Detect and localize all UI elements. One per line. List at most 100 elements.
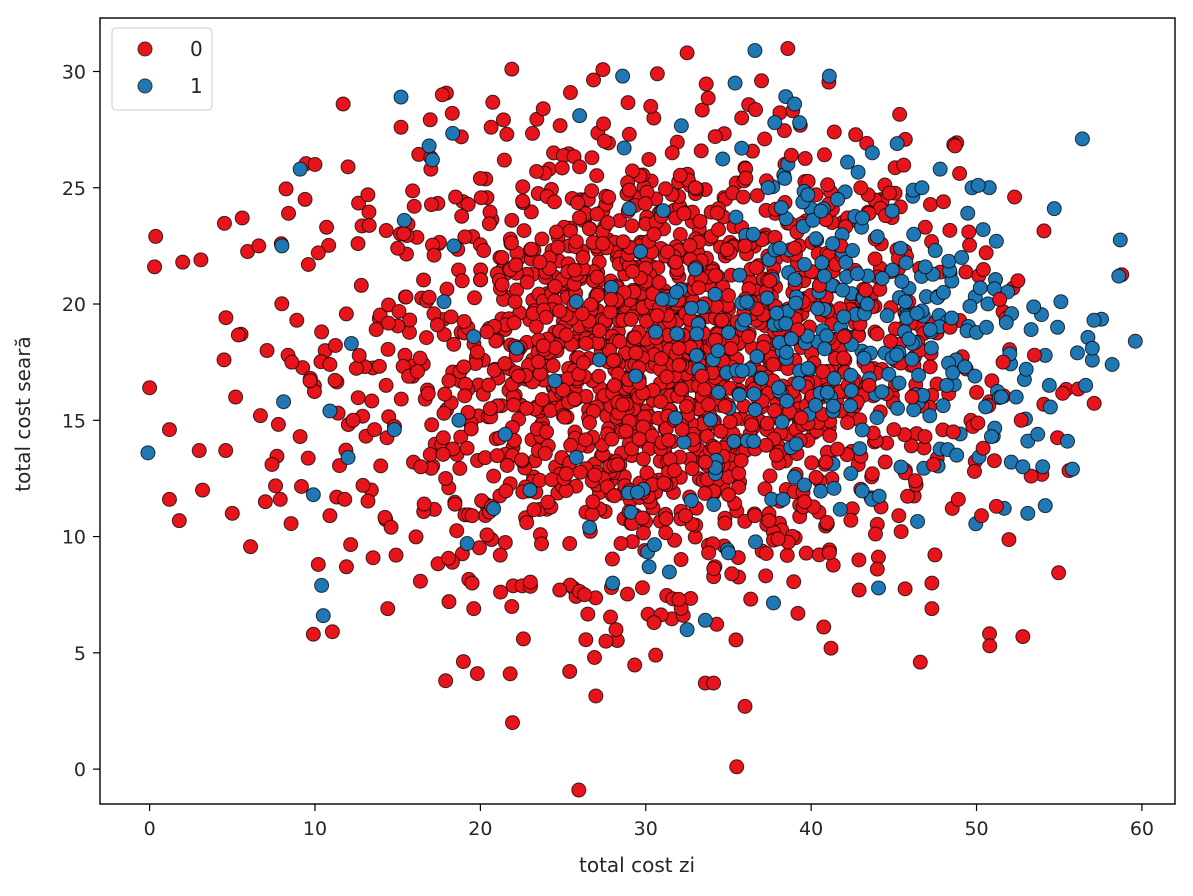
scatter-point-series-0 xyxy=(530,354,546,370)
scatter-point-series-1 xyxy=(745,226,761,242)
scatter-point-series-0 xyxy=(757,131,773,147)
scatter-point-series-1 xyxy=(838,254,854,270)
scatter-point-series-1 xyxy=(771,380,787,396)
scatter-point-series-1 xyxy=(140,445,156,461)
scatter-point-series-0 xyxy=(381,315,397,331)
scatter-point-series-1 xyxy=(817,341,833,357)
scatter-point-series-0 xyxy=(498,483,514,499)
scatter-point-series-0 xyxy=(624,218,640,234)
scatter-point-series-0 xyxy=(435,430,451,446)
scatter-point-series-1 xyxy=(787,469,803,485)
scatter-point-series-0 xyxy=(986,453,1002,469)
scatter-point-series-1 xyxy=(889,347,905,363)
scatter-point-series-0 xyxy=(524,125,540,141)
scatter-point-series-0 xyxy=(195,482,211,498)
scatter-point-series-0 xyxy=(600,215,616,231)
scatter-point-series-0 xyxy=(264,456,280,472)
scatter-point-series-0 xyxy=(558,327,574,343)
scatter-point-series-1 xyxy=(967,368,983,384)
scatter-point-series-0 xyxy=(585,494,601,510)
scatter-point-series-0 xyxy=(452,460,468,476)
scatter-point-series-0 xyxy=(268,478,284,494)
scatter-point-series-0 xyxy=(473,190,489,206)
scatter-point-series-0 xyxy=(572,464,588,480)
scatter-point-series-0 xyxy=(657,181,673,197)
scatter-point-series-0 xyxy=(373,458,389,474)
scatter-point-series-0 xyxy=(340,159,356,175)
scatter-point-series-0 xyxy=(504,212,520,228)
scatter-point-series-0 xyxy=(410,363,426,379)
scatter-point-series-0 xyxy=(758,545,774,561)
scatter-point-series-0 xyxy=(413,459,429,475)
x-tick-label: 20 xyxy=(468,818,492,840)
scatter-point-series-0 xyxy=(724,566,740,582)
scatter-point-series-0 xyxy=(620,586,636,602)
x-tick-label: 30 xyxy=(634,818,658,840)
scatter-point-series-0 xyxy=(575,250,591,266)
scatter-point-series-0 xyxy=(580,606,596,622)
scatter-point-series-0 xyxy=(700,397,716,413)
scatter-point-series-0 xyxy=(723,340,739,356)
scatter-point-series-0 xyxy=(193,252,209,268)
scatter-point-series-0 xyxy=(457,229,473,245)
scatter-point-series-0 xyxy=(1015,629,1031,645)
scatter-point-series-0 xyxy=(861,377,877,393)
scatter-point-series-0 xyxy=(441,594,457,610)
scatter-point-series-1 xyxy=(871,488,887,504)
scatter-point-series-1 xyxy=(421,138,437,154)
scatter-point-series-0 xyxy=(224,505,240,521)
scatter-point-series-0 xyxy=(447,496,463,512)
x-tick-label: 10 xyxy=(303,818,327,840)
scatter-point-series-0 xyxy=(456,313,472,329)
scatter-point-series-0 xyxy=(439,281,455,297)
scatter-point-series-0 xyxy=(493,584,509,600)
scatter-point-series-1 xyxy=(819,328,835,344)
scatter-point-series-0 xyxy=(602,304,618,320)
scatter-point-series-0 xyxy=(540,494,556,510)
scatter-point-series-1 xyxy=(796,477,812,493)
scatter-point-series-0 xyxy=(598,633,614,649)
scatter-point-series-0 xyxy=(912,654,928,670)
scatter-point-series-0 xyxy=(577,587,593,603)
scatter-point-series-0 xyxy=(694,102,710,118)
scatter-point-series-0 xyxy=(486,468,502,484)
scatter-point-series-0 xyxy=(1036,223,1052,239)
scatter-point-series-1 xyxy=(825,398,841,414)
scatter-point-series-1 xyxy=(436,294,452,310)
scatter-point-series-0 xyxy=(589,269,605,285)
scatter-point-series-0 xyxy=(653,351,669,367)
y-tick-label: 0 xyxy=(74,759,86,781)
scatter-point-series-0 xyxy=(464,575,480,591)
scatter-point-series-0 xyxy=(707,440,723,456)
scatter-point-series-0 xyxy=(881,185,897,201)
scatter-point-series-0 xyxy=(479,324,495,340)
scatter-point-series-0 xyxy=(567,391,583,407)
scatter-point-series-1 xyxy=(721,324,737,340)
scatter-point-series-0 xyxy=(903,438,919,454)
scatter-point-series-0 xyxy=(383,519,399,535)
scatter-point-series-0 xyxy=(605,353,621,369)
scatter-point-series-0 xyxy=(713,423,729,439)
scatter-point-series-0 xyxy=(284,354,300,370)
scatter-point-series-1 xyxy=(836,309,852,325)
scatter-point-series-0 xyxy=(510,368,526,384)
scatter-point-series-1 xyxy=(898,255,914,271)
scatter-point-series-0 xyxy=(697,485,713,501)
scatter-point-series-1 xyxy=(1035,459,1051,475)
scatter-point-series-1 xyxy=(988,233,1004,249)
scatter-point-series-0 xyxy=(460,196,476,212)
scatter-point-series-0 xyxy=(537,446,553,462)
scatter-point-series-0 xyxy=(648,647,664,663)
scatter-point-series-1 xyxy=(983,429,999,445)
scatter-point-series-0 xyxy=(396,226,412,242)
scatter-point-series-0 xyxy=(1051,565,1067,581)
scatter-point-series-1 xyxy=(314,577,330,593)
scatter-point-series-0 xyxy=(454,273,470,289)
scatter-point-series-1 xyxy=(322,403,338,419)
scatter-point-series-0 xyxy=(508,257,524,273)
scatter-point-series-1 xyxy=(340,450,356,466)
scatter-point-series-0 xyxy=(851,582,867,598)
scatter-point-series-1 xyxy=(910,513,926,529)
scatter-point-series-0 xyxy=(455,654,471,670)
scatter-point-series-1 xyxy=(739,294,755,310)
